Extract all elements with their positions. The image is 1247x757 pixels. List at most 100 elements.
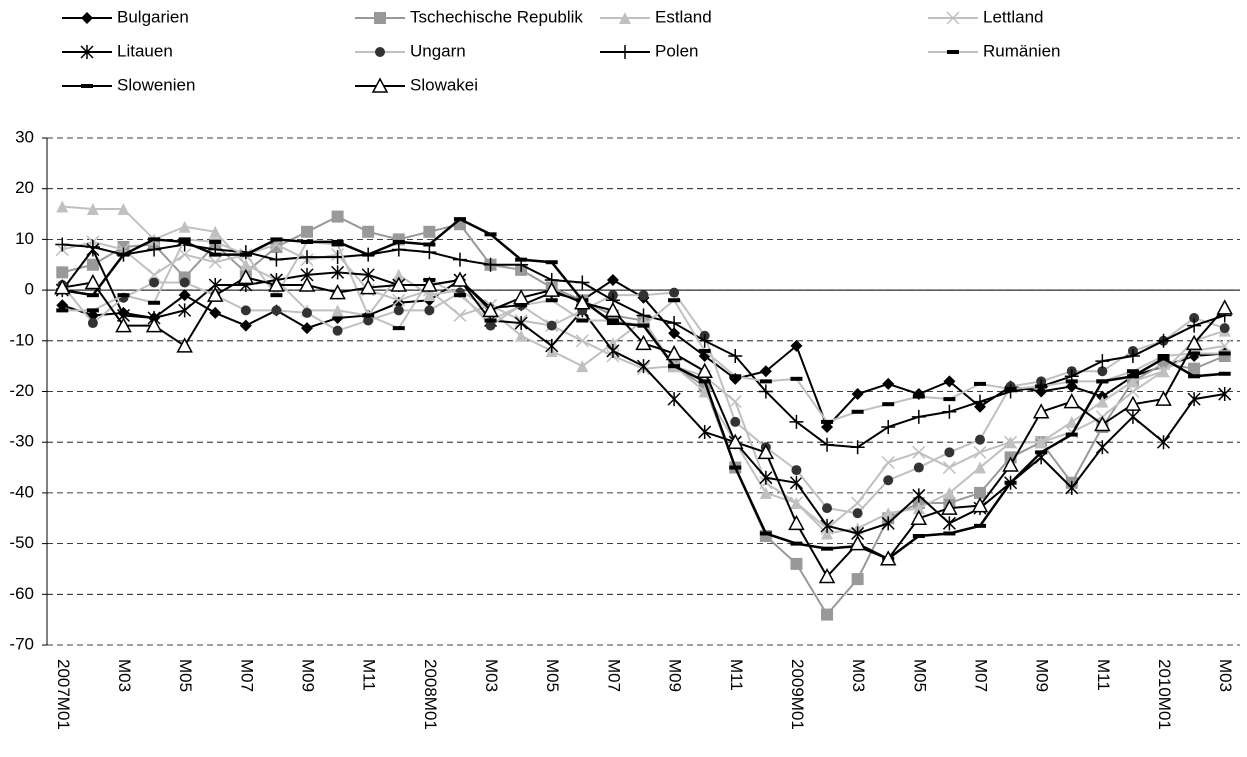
marker [484, 232, 497, 237]
marker [178, 289, 191, 302]
marker [574, 294, 591, 310]
marker [1124, 395, 1142, 411]
x-tick-label: M03 [482, 659, 501, 692]
marker [86, 308, 99, 313]
marker [423, 289, 436, 302]
marker [209, 239, 222, 244]
marker [375, 47, 385, 57]
marker [1155, 390, 1172, 406]
marker [791, 465, 802, 476]
marker [331, 265, 345, 280]
marker [1126, 374, 1139, 379]
marker [729, 374, 742, 379]
marker [423, 225, 436, 238]
marker [879, 550, 897, 566]
marker [81, 12, 93, 24]
marker [482, 301, 499, 318]
marker [149, 277, 160, 288]
marker [392, 239, 405, 244]
marker [576, 360, 589, 373]
marker [1188, 351, 1201, 356]
marker [913, 462, 924, 473]
x-tick-label: M07 [604, 659, 623, 692]
legend-item: Polen [600, 41, 698, 60]
series [56, 217, 1231, 561]
marker [881, 455, 895, 470]
marker [371, 77, 389, 93]
marker [575, 275, 590, 290]
y-tick-label: -60 [9, 584, 34, 603]
marker [1126, 409, 1140, 424]
marker [87, 318, 98, 329]
marker [209, 252, 222, 257]
marker [331, 242, 344, 247]
marker [270, 237, 283, 242]
marker [178, 220, 191, 233]
marker [1065, 415, 1078, 428]
marker [665, 344, 683, 361]
marker [1157, 354, 1170, 359]
marker [698, 425, 712, 440]
marker [973, 523, 986, 528]
marker [759, 486, 772, 499]
x-tick-label: 2010M01 [1155, 659, 1174, 730]
marker [268, 276, 285, 292]
legend-label: Lettland [983, 7, 1044, 26]
marker [972, 394, 987, 409]
x-tick-label: M11 [1094, 659, 1113, 691]
marker [757, 443, 775, 460]
marker [85, 240, 100, 255]
marker [943, 531, 956, 536]
marker [1094, 415, 1111, 432]
marker [1218, 339, 1232, 353]
x-tick-label: 2007M01 [54, 659, 73, 730]
marker [302, 307, 313, 318]
marker [820, 518, 834, 533]
marker [911, 409, 926, 424]
y-tick-label: -70 [9, 634, 34, 653]
marker [178, 239, 191, 244]
marker [178, 248, 192, 262]
legend-item: Rumänien [928, 41, 1061, 60]
marker [851, 573, 864, 586]
marker [147, 242, 162, 257]
marker [1063, 393, 1081, 409]
marker [1187, 318, 1202, 333]
marker [849, 535, 866, 551]
marker [1218, 351, 1231, 356]
marker [910, 509, 928, 525]
marker [759, 379, 772, 384]
marker [515, 257, 528, 262]
marker [941, 499, 958, 515]
marker [667, 392, 681, 407]
x-tick-label: M05 [176, 659, 195, 692]
marker [973, 445, 987, 459]
marker [301, 239, 314, 244]
marker [362, 225, 375, 238]
x-tick-label: M09 [666, 659, 685, 692]
marker [115, 317, 132, 333]
y-tick-label: -20 [9, 381, 34, 400]
marker [619, 12, 631, 24]
legend-label: Ungarn [410, 41, 466, 60]
x-tick-label: M09 [299, 659, 318, 692]
marker [484, 318, 497, 323]
marker [424, 305, 435, 316]
legend-label: Slowenien [117, 75, 195, 94]
marker [698, 385, 711, 398]
marker [759, 365, 772, 378]
marker [1065, 380, 1078, 393]
marker [576, 318, 589, 323]
legend-label: Slowakei [410, 75, 478, 94]
marker [240, 305, 251, 316]
marker [850, 440, 865, 455]
marker [331, 210, 344, 223]
marker [270, 293, 283, 298]
marker [912, 394, 925, 399]
legend-label: Rumänien [983, 41, 1061, 60]
marker [1065, 480, 1079, 495]
marker [390, 276, 408, 292]
marker [912, 533, 925, 538]
series-line [62, 238, 1225, 424]
marker [1097, 366, 1108, 377]
